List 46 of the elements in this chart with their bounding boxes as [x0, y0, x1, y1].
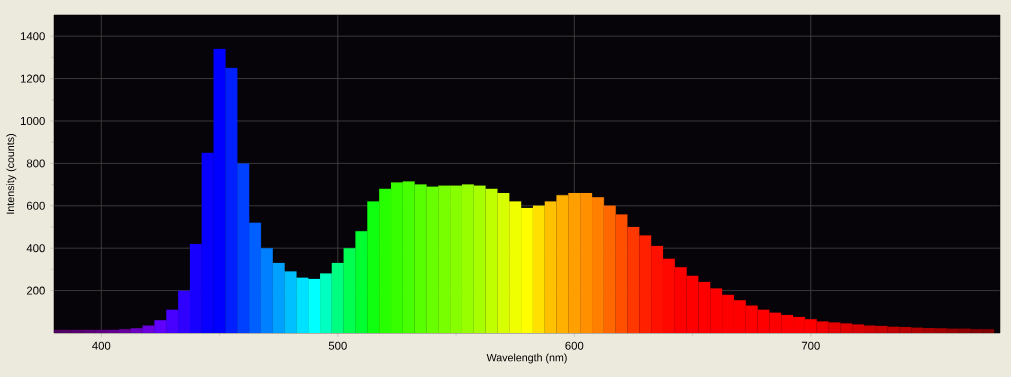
bar [627, 226, 640, 333]
bar [438, 185, 451, 333]
bar [520, 207, 534, 333]
y-tick-label: 600 [26, 201, 45, 210]
bar [591, 197, 604, 333]
bar [343, 248, 356, 333]
bar [296, 277, 309, 333]
bar [154, 320, 167, 333]
x-axis-title: Wavelength (nm) [486, 353, 567, 364]
x-tick-label: 600 [565, 341, 584, 350]
bar [497, 192, 510, 333]
bar [461, 184, 474, 333]
bar [367, 201, 380, 333]
bar [118, 329, 132, 333]
y-tick-label: 1400 [20, 32, 45, 41]
bar [272, 262, 285, 333]
bar [284, 271, 297, 333]
y-tick-label: 200 [26, 286, 45, 295]
bar [331, 262, 344, 333]
x-tick-label: 500 [328, 341, 347, 350]
bar [130, 328, 143, 333]
bar [355, 231, 368, 333]
bar [260, 248, 273, 333]
y-tick-label: 400 [26, 244, 45, 253]
y-axis-title: Intensity (counts) [6, 134, 17, 214]
x-tick-label: 400 [92, 341, 111, 350]
bar [603, 205, 616, 333]
bar [568, 192, 581, 333]
bar [308, 278, 321, 333]
bar [532, 205, 545, 333]
bar [189, 243, 202, 333]
y-tick-label: 800 [26, 159, 45, 168]
bar [166, 309, 179, 333]
x-tick-label: 700 [801, 341, 820, 350]
bar [142, 325, 155, 333]
bar [639, 235, 652, 333]
bar [225, 67, 238, 333]
y-tick-label: 1200 [20, 74, 45, 83]
bar [556, 195, 569, 333]
bar [509, 201, 522, 333]
bar [414, 184, 427, 333]
bar [450, 185, 463, 333]
bar [426, 186, 439, 333]
y-tick-label: 1000 [20, 116, 45, 125]
bar [390, 182, 403, 333]
bar [580, 192, 593, 333]
